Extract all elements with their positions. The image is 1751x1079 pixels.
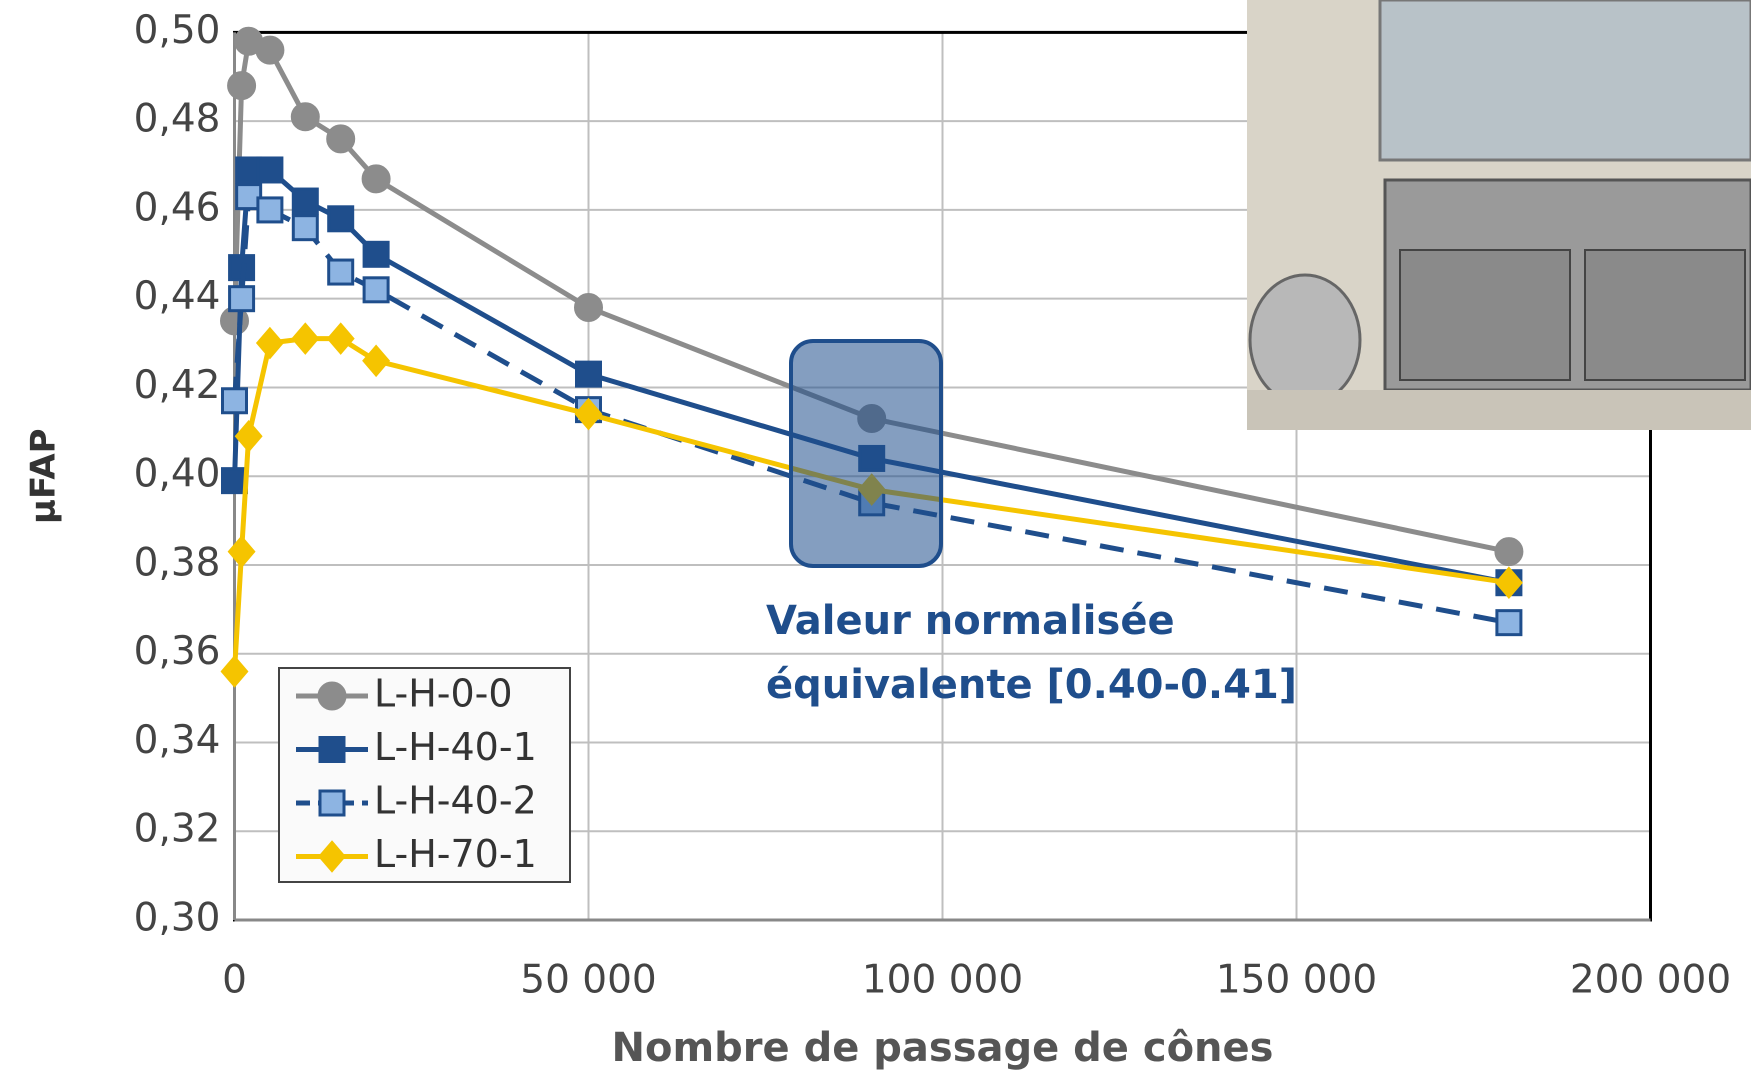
y-tick-label: 0,42 — [134, 363, 221, 408]
photo-panel — [1585, 250, 1745, 380]
y-tick-label: 0,30 — [134, 896, 221, 941]
y-tick-label: 0,32 — [134, 807, 221, 852]
marker — [230, 287, 254, 311]
marker — [293, 216, 317, 240]
marker — [320, 738, 344, 762]
photo-floor — [1247, 390, 1751, 430]
x-axis-title: Nombre de passage de cônes — [612, 1025, 1274, 1071]
legend-label: L-H-70-1 — [374, 832, 537, 876]
marker — [329, 260, 353, 284]
annotation: équivalente [0.40-0.41] — [766, 662, 1297, 708]
x-tick-label: 150 000 — [1216, 958, 1377, 1003]
legend-label: L-H-40-1 — [374, 725, 537, 769]
annotation: Valeur normalisée — [766, 598, 1175, 644]
marker — [292, 104, 318, 130]
marker — [1497, 611, 1521, 635]
x-tick-label: 50 000 — [520, 958, 656, 1003]
marker — [319, 683, 345, 709]
marker — [576, 295, 602, 321]
marker — [363, 166, 389, 192]
chart: 0,30 0,32 0,34 0,36 0,38 0,40 0,42 0,44 0,46 0,48… — [0, 0, 1751, 1079]
marker — [293, 325, 317, 353]
marker — [237, 422, 261, 450]
marker — [223, 657, 247, 685]
marker — [258, 329, 282, 357]
y-tick-label: 0,50 — [134, 8, 221, 53]
legend-label: L-H-0-0 — [374, 672, 513, 716]
photo — [1247, 0, 1751, 430]
y-axis-title: µFAP — [24, 428, 64, 524]
photo-glass — [1380, 0, 1751, 160]
y-tick-label: 0,46 — [134, 185, 221, 230]
highlight-box — [791, 341, 941, 566]
marker — [229, 73, 255, 99]
x-tick-label: 0 — [222, 958, 247, 1003]
y-tick-label: 0,34 — [134, 718, 221, 763]
photo-tank — [1250, 275, 1360, 405]
marker — [293, 189, 317, 213]
marker — [577, 362, 601, 386]
marker — [258, 158, 282, 182]
photo-panel — [1400, 250, 1570, 380]
marker — [329, 207, 353, 231]
marker — [1496, 539, 1522, 565]
y-tick-label: 0,40 — [134, 452, 221, 497]
y-tick-label: 0,48 — [134, 97, 221, 142]
marker — [258, 198, 282, 222]
marker — [257, 37, 283, 63]
marker — [320, 791, 344, 815]
marker — [329, 325, 353, 353]
marker — [364, 242, 388, 266]
x-tick-label: 100 000 — [862, 958, 1023, 1003]
legend-label: L-H-40-2 — [374, 779, 537, 823]
marker — [364, 347, 388, 375]
y-tick-label: 0,38 — [134, 540, 221, 585]
marker — [223, 389, 247, 413]
y-tick-label: 0,44 — [134, 274, 221, 319]
x-tick-label: 200 000 — [1570, 958, 1731, 1003]
y-tick-label: 0,36 — [134, 629, 221, 674]
marker — [328, 126, 354, 152]
marker — [223, 469, 247, 493]
marker — [364, 278, 388, 302]
